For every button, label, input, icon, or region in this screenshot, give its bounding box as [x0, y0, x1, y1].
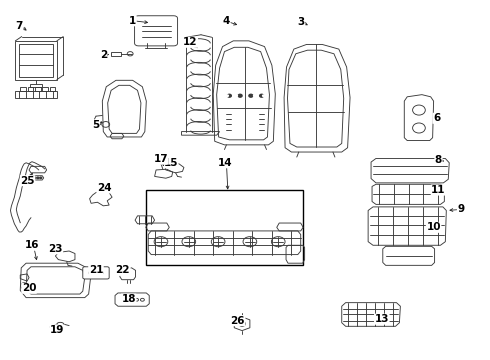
- Text: 17: 17: [154, 154, 168, 164]
- Circle shape: [211, 237, 225, 247]
- Text: 19: 19: [49, 325, 64, 335]
- Text: 2: 2: [99, 50, 107, 60]
- Text: 11: 11: [431, 185, 446, 195]
- Text: 25: 25: [20, 176, 35, 186]
- Text: 5: 5: [92, 121, 99, 130]
- Text: 7: 7: [16, 21, 23, 31]
- Circle shape: [243, 237, 257, 247]
- Text: 6: 6: [433, 113, 440, 123]
- Circle shape: [238, 94, 242, 97]
- Circle shape: [182, 237, 196, 247]
- Circle shape: [154, 237, 168, 247]
- Text: 22: 22: [116, 265, 130, 275]
- Circle shape: [236, 95, 238, 96]
- Text: 24: 24: [97, 183, 112, 193]
- Text: 1: 1: [129, 16, 136, 26]
- Bar: [147, 190, 303, 265]
- Text: 14: 14: [218, 158, 233, 168]
- Text: 4: 4: [223, 17, 230, 27]
- FancyBboxPatch shape: [135, 16, 177, 46]
- Circle shape: [245, 95, 246, 96]
- Circle shape: [263, 95, 265, 96]
- Circle shape: [37, 177, 39, 179]
- Text: 16: 16: [25, 240, 40, 250]
- Text: 23: 23: [48, 244, 63, 254]
- Circle shape: [227, 94, 231, 97]
- Text: 9: 9: [457, 204, 465, 215]
- FancyBboxPatch shape: [83, 267, 109, 279]
- Circle shape: [260, 94, 264, 97]
- Circle shape: [226, 95, 228, 96]
- Text: 3: 3: [297, 17, 305, 27]
- Text: 26: 26: [230, 316, 245, 325]
- Text: 12: 12: [183, 37, 197, 47]
- Circle shape: [253, 95, 255, 96]
- Circle shape: [271, 237, 285, 247]
- Text: 13: 13: [374, 314, 389, 324]
- Text: 18: 18: [122, 294, 136, 304]
- Circle shape: [40, 177, 42, 179]
- Text: 21: 21: [89, 265, 103, 275]
- Text: 8: 8: [435, 155, 442, 165]
- Circle shape: [34, 177, 36, 179]
- Text: 15: 15: [164, 158, 178, 168]
- Text: 10: 10: [426, 222, 441, 232]
- Circle shape: [249, 94, 253, 97]
- Text: 20: 20: [22, 283, 36, 293]
